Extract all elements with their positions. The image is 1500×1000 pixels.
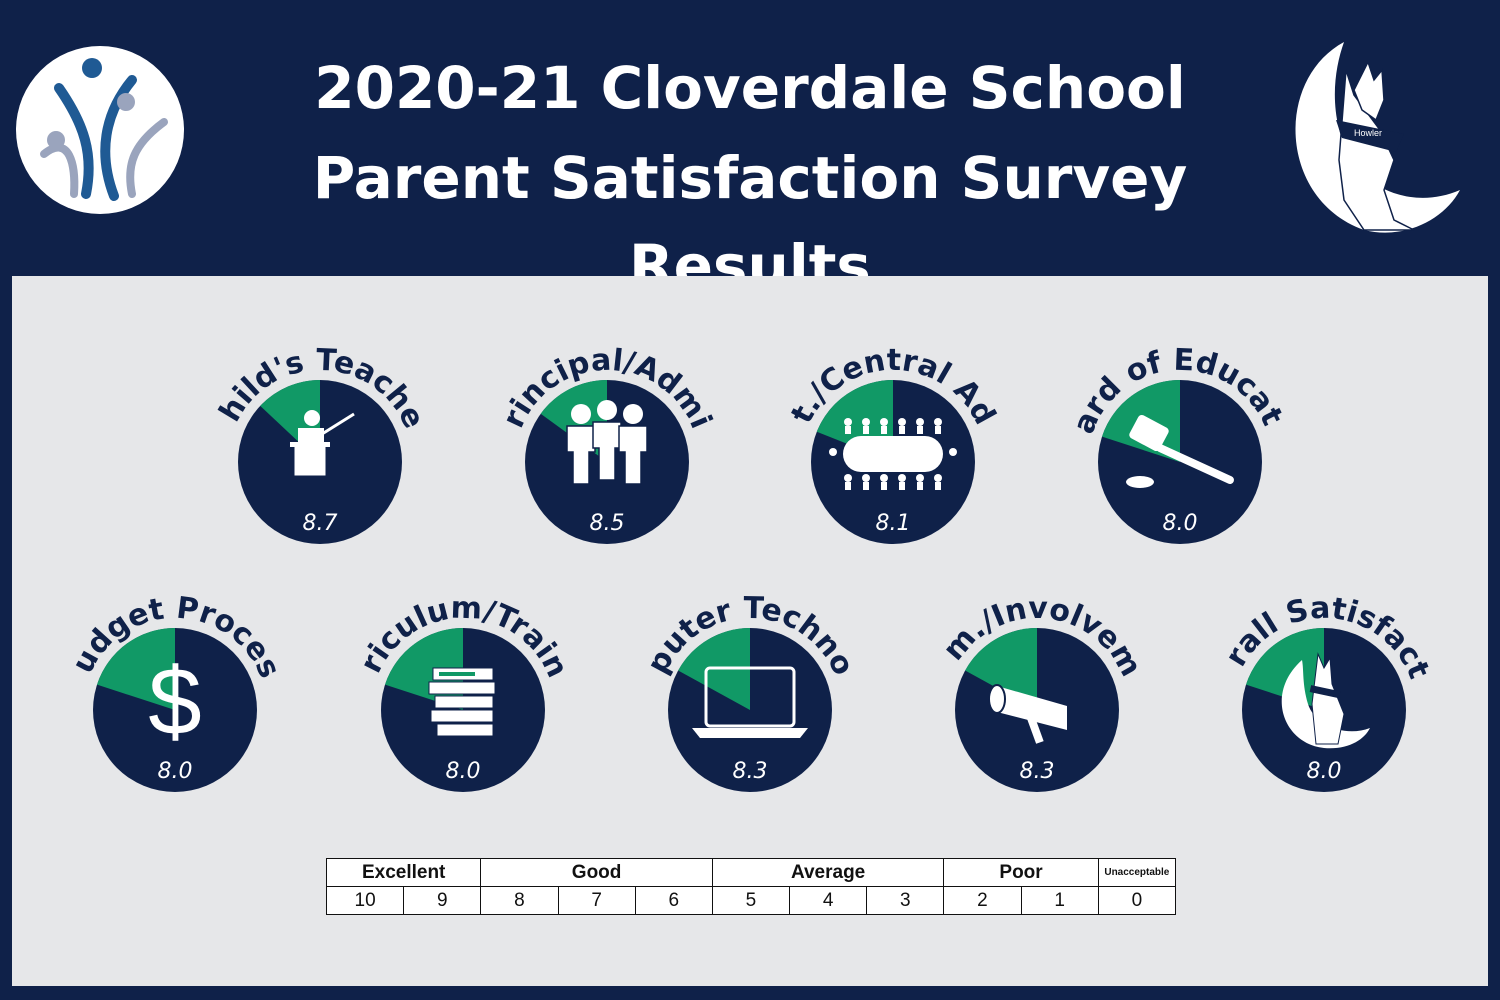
category-label: Child's Teacher (0, 0, 431, 434)
dollar-icon: $ (148, 648, 201, 755)
survey-item: 8.7 Child's Teacher (0, 0, 431, 544)
svg-text:$: $ (148, 648, 201, 755)
megaphone-icon (988, 684, 1067, 744)
books-icon (428, 667, 496, 737)
scale-category: Good (480, 858, 713, 887)
scale-number: 2 (943, 886, 1022, 915)
conference-table-icon (829, 418, 957, 490)
laptop-icon (692, 666, 808, 738)
scale-category: Excellent (325, 858, 482, 887)
scale-number: 1 (1020, 886, 1099, 915)
category-label: Overall Satisfaction (0, 0, 1436, 684)
category-label: Budget Process (0, 0, 287, 683)
scale-category: Unacceptable (1097, 858, 1177, 887)
howler-mascot-logo: Howler (1295, 42, 1460, 233)
scale-number: 0 (1097, 886, 1177, 915)
page-title-line-1: 2020-21 Cloverdale School (314, 54, 1186, 122)
district-logo (16, 46, 184, 214)
value-label: 8.5 (590, 511, 625, 536)
scale-number: 9 (403, 886, 482, 915)
value-label: 8.0 (158, 759, 193, 784)
scale-number: 10 (325, 886, 405, 915)
rating-scale-numbers: 10 9 8 7 6 5 4 3 2 1 0 (325, 886, 1177, 915)
category-label: Supt./Central Admin (0, 0, 1002, 431)
gavel-icon (1126, 414, 1234, 488)
scale-category: Average (711, 858, 945, 887)
scale-number: 7 (557, 886, 636, 915)
scale-number: 4 (789, 886, 868, 915)
survey-item: 8.1 Supt./Central Admin (0, 0, 1002, 544)
category-label: Computer Technology (0, 0, 861, 681)
people-group-icon (566, 400, 648, 485)
category-label: Comm./Involvement (0, 0, 1148, 682)
rating-scale-table: Excellent Good Average Poor Unacceptable 10 9… (325, 858, 1177, 915)
wolf-icon (1281, 652, 1370, 749)
teacher-icon (290, 410, 355, 477)
value-label: 8.0 (1163, 511, 1198, 536)
value-label: 8.1 (876, 511, 911, 536)
value-label: 8.3 (733, 759, 768, 784)
scale-category: Poor (943, 858, 1099, 887)
scale-number: 5 (711, 886, 791, 915)
pie-remainder-slice (97, 628, 175, 710)
scale-number: 8 (480, 886, 559, 915)
scale-number: 6 (634, 886, 713, 915)
value-label: 8.0 (1307, 759, 1342, 784)
value-label: 8.7 (303, 511, 338, 536)
scale-number: 3 (866, 886, 945, 915)
category-label: Curriculum/Training (0, 0, 575, 683)
mascot-label: Howler (1354, 128, 1382, 138)
value-label: 8.3 (1020, 759, 1055, 784)
value-label: 8.0 (446, 759, 481, 784)
rating-scale-categories: Excellent Good Average Poor Unacceptable (325, 858, 1177, 887)
pie-remainder-slice (965, 628, 1037, 710)
